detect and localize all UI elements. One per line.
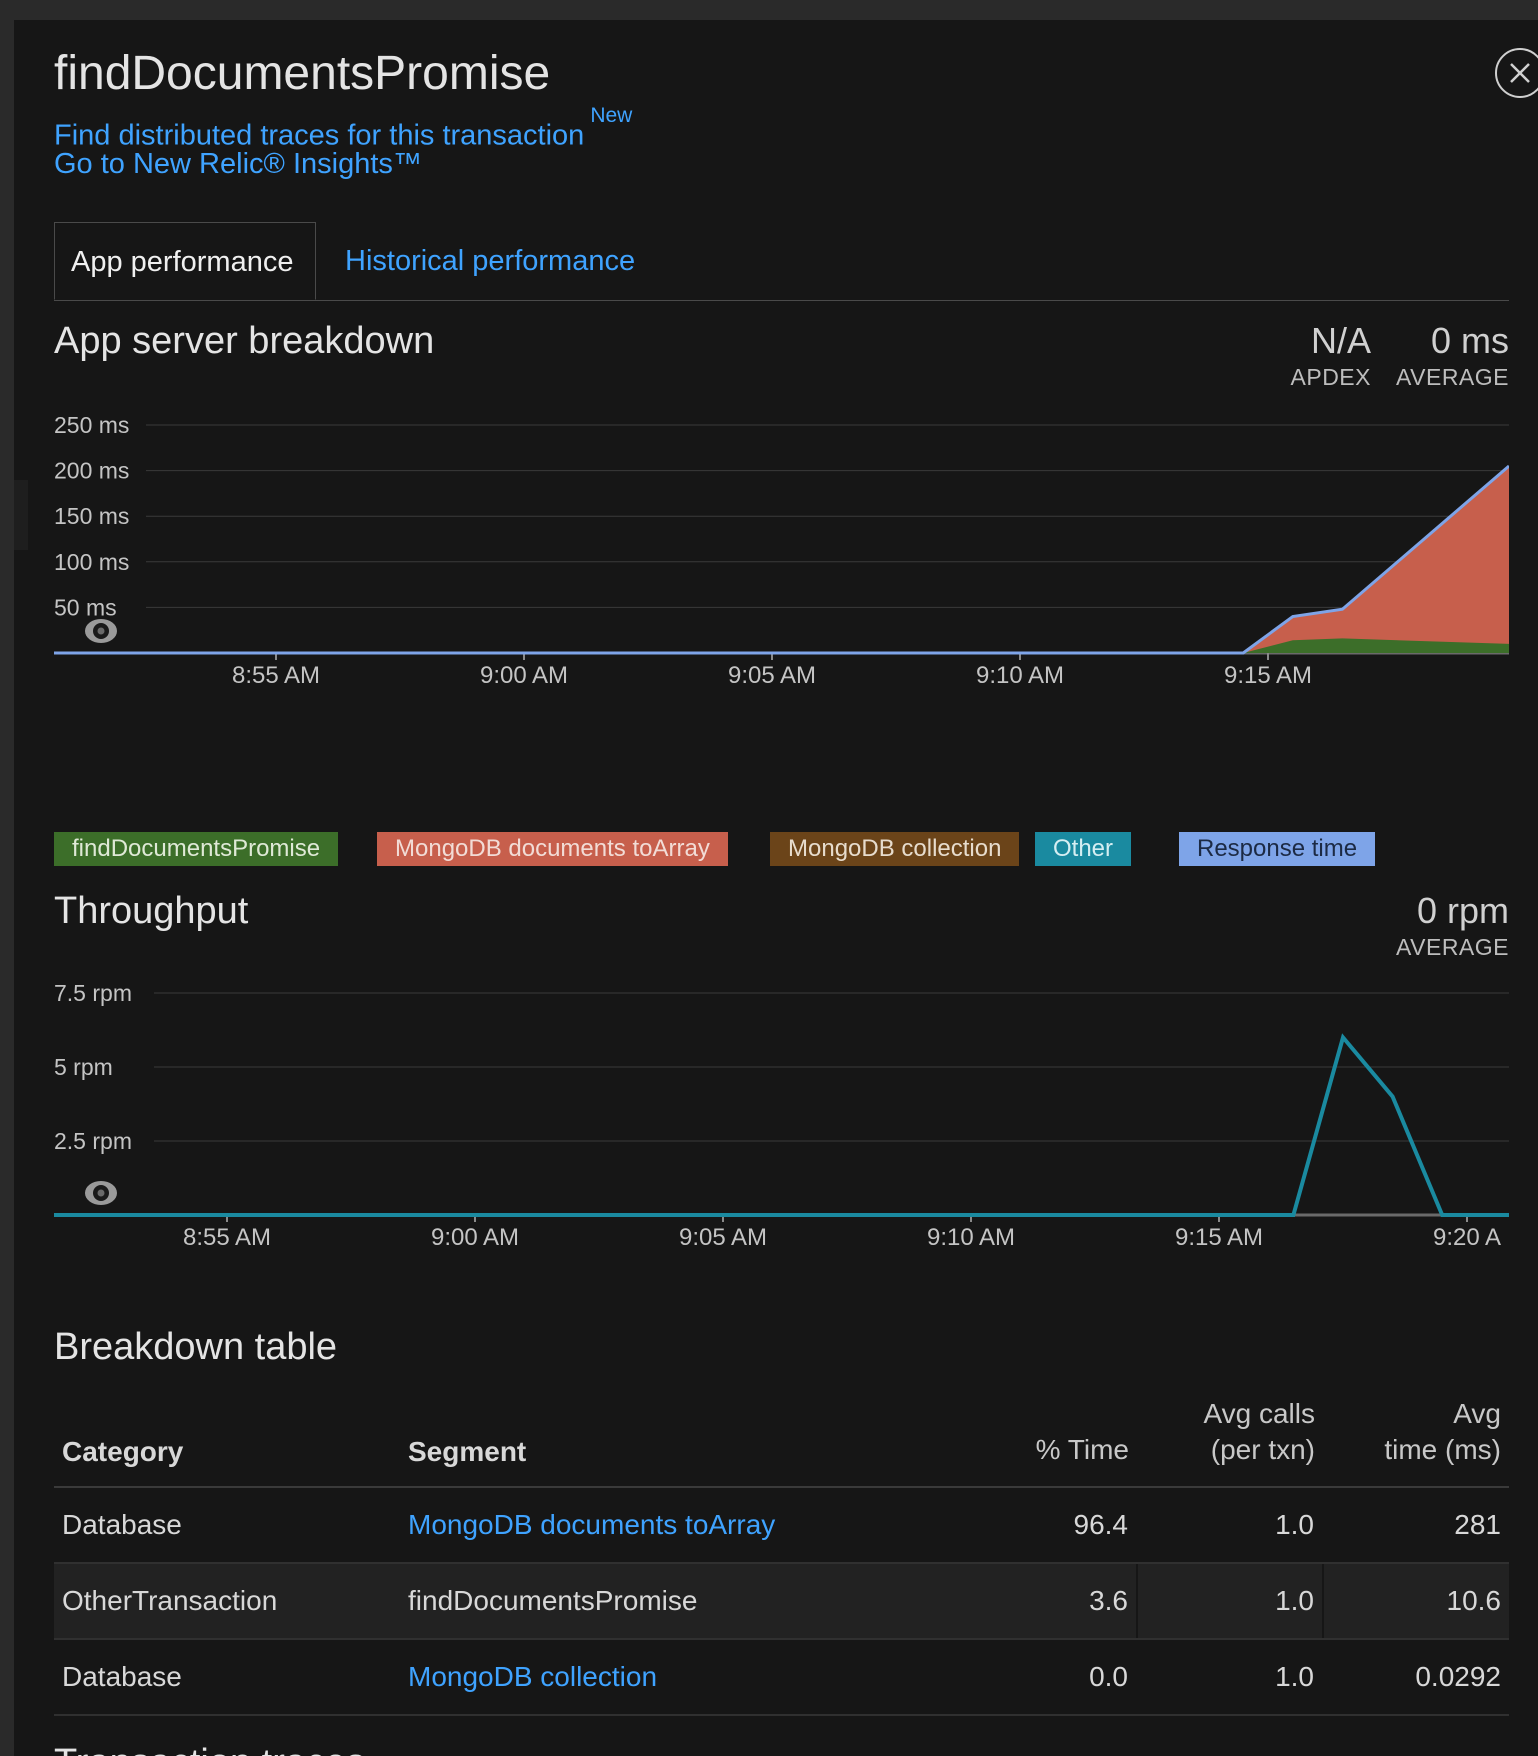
legend-finddocumentspromise[interactable]: findDocumentsPromise (54, 832, 339, 866)
new-badge: New (590, 104, 633, 127)
apdex-stat: N/A APDEX (1291, 320, 1371, 391)
y-tick-label: 50 ms (54, 594, 117, 620)
header-avg-time[interactable]: Avg time (ms) (1323, 1388, 1509, 1488)
table-row: OtherTransaction findDocumentsPromise 3.… (54, 1563, 1509, 1640)
throughput-average-label: AVERAGE (1396, 934, 1509, 960)
throughput-average-stat: 0 rpm AVERAGE (1396, 890, 1509, 961)
visibility-toggle-icon[interactable] (85, 1181, 117, 1205)
tab-bar: App performance Historical performance (54, 222, 1509, 301)
tab-app-performance[interactable]: App performance (54, 222, 316, 300)
close-button[interactable] (1495, 48, 1538, 98)
cell-avg-calls: 1.0 (1137, 1639, 1324, 1716)
apdex-value: N/A (1310, 320, 1371, 361)
header-avg-time-line2: time (ms) (1384, 1434, 1501, 1465)
x-tick-label: 9:10 AM (976, 662, 1064, 689)
transaction-traces-title: Transaction traces (54, 1742, 365, 1756)
x-tick-label: 9:05 AM (679, 1224, 767, 1251)
throughput-average-value: 0 rpm (1416, 890, 1509, 931)
cell-segment: findDocumentsPromise (400, 1563, 971, 1640)
cell-avg-time: 10.6 (1323, 1563, 1509, 1640)
x-tick-label: 9:20 A (1433, 1224, 1501, 1251)
y-tick-label: 5 rpm (54, 1054, 113, 1080)
header-avg-calls[interactable]: Avg calls (per txn) (1137, 1388, 1323, 1488)
y-tick-label: 2.5 rpm (54, 1128, 132, 1154)
cell-avg-calls: 1.0 (1137, 1563, 1324, 1640)
breakdown-average-label: AVERAGE (1396, 364, 1509, 390)
panel-edge-tab (14, 480, 28, 550)
header-category[interactable]: Category (54, 1388, 400, 1488)
cell-segment: MongoDB documents toArray (400, 1487, 971, 1564)
y-tick-label: 7.5 rpm (54, 980, 132, 1006)
cell-avg-time: 281 (1323, 1487, 1509, 1564)
legend-other[interactable]: Other (1035, 832, 1132, 866)
legend-mongodb-toarray[interactable]: MongoDB documents toArray (377, 832, 728, 866)
x-tick-label: 9:15 AM (1224, 662, 1312, 689)
cell-pct-time: 0.0 (971, 1639, 1138, 1716)
x-tick-label: 8:55 AM (232, 662, 320, 689)
y-tick-label: 150 ms (54, 503, 129, 529)
cell-pct-time: 96.4 (971, 1487, 1138, 1564)
table-row: Database MongoDB collection 0.0 1.0 0.02… (54, 1639, 1509, 1716)
eye-highlight (97, 627, 105, 635)
breakdown-chart: 250 ms 200 ms 150 ms 100 ms 50 ms 8:55 AM 9:00… (54, 412, 1509, 689)
legend-response-time[interactable]: Response time (1179, 832, 1376, 866)
cell-segment: MongoDB collection (400, 1639, 971, 1716)
breakdown-average-stat: 0 ms AVERAGE (1396, 320, 1509, 391)
apdex-label: APDEX (1290, 364, 1371, 390)
x-tick-label: 9:10 AM (927, 1224, 1015, 1251)
line-other (54, 1033, 1509, 1217)
eye-highlight (97, 1189, 105, 1197)
cell-pct-time: 3.6 (971, 1563, 1138, 1640)
transaction-detail-panel: findDocumentsPromise Find distributed tr… (14, 20, 1538, 1756)
distributed-traces-link[interactable]: Find distributed traces for this transac… (54, 119, 585, 152)
y-tick-label: 250 ms (54, 412, 129, 438)
tab-historical-performance[interactable]: Historical performance (345, 245, 636, 277)
x-tick-label: 9:15 AM (1175, 1224, 1263, 1251)
y-tick-label: 100 ms (54, 549, 129, 575)
table-header-row: Category Segment % Time Avg calls (per t… (54, 1388, 1509, 1488)
header-pct-time[interactable]: % Time (971, 1388, 1137, 1488)
x-tick-label: 8:55 AM (183, 1224, 271, 1251)
throughput-chart-title: Throughput (54, 890, 249, 932)
x-tick-label: 9:00 AM (431, 1224, 519, 1251)
throughput-chart: 7.5 rpm 5 rpm 2.5 rpm 8:55 AM 9:00 AM 9:05 AM… (54, 980, 1509, 1251)
page-title: findDocumentsPromise (54, 47, 551, 100)
cell-category: OtherTransaction (54, 1563, 400, 1640)
line-response-time (54, 464, 1509, 655)
cell-category: Database (54, 1487, 400, 1564)
breakdown-table: Category Segment % Time Avg calls (per t… (54, 1388, 1509, 1716)
cell-category: Database (54, 1639, 400, 1716)
insights-link[interactable]: Go to New Relic® Insights™ (54, 148, 422, 180)
segment-link[interactable]: MongoDB collection (408, 1661, 658, 1692)
area-finddocumentspromise (54, 638, 1509, 653)
y-tick-label: 200 ms (54, 458, 129, 484)
cell-avg-calls: 1.0 (1137, 1487, 1324, 1564)
area-mongodb-toarray (54, 466, 1509, 653)
header-segment[interactable]: Segment (400, 1388, 971, 1488)
legend-mongodb-collection[interactable]: MongoDB collection (770, 832, 1020, 866)
cell-avg-time: 0.0292 (1323, 1639, 1509, 1716)
breakdown-table-title: Breakdown table (54, 1326, 338, 1368)
breakdown-average-value: 0 ms (1430, 320, 1509, 361)
x-tick-label: 9:05 AM (728, 662, 816, 689)
table-row: Database MongoDB documents toArray 96.4 … (54, 1487, 1509, 1564)
header-avg-time-line1: Avg (1453, 1398, 1501, 1429)
header-avg-calls-line1: Avg calls (1203, 1398, 1315, 1429)
header-avg-calls-line2: (per txn) (1210, 1434, 1315, 1465)
visibility-toggle-icon[interactable] (85, 619, 117, 643)
segment-link[interactable]: MongoDB documents toArray (408, 1509, 776, 1540)
close-icon (1510, 63, 1530, 83)
x-tick-label: 9:00 AM (480, 662, 568, 689)
breakdown-chart-title: App server breakdown (54, 320, 435, 362)
